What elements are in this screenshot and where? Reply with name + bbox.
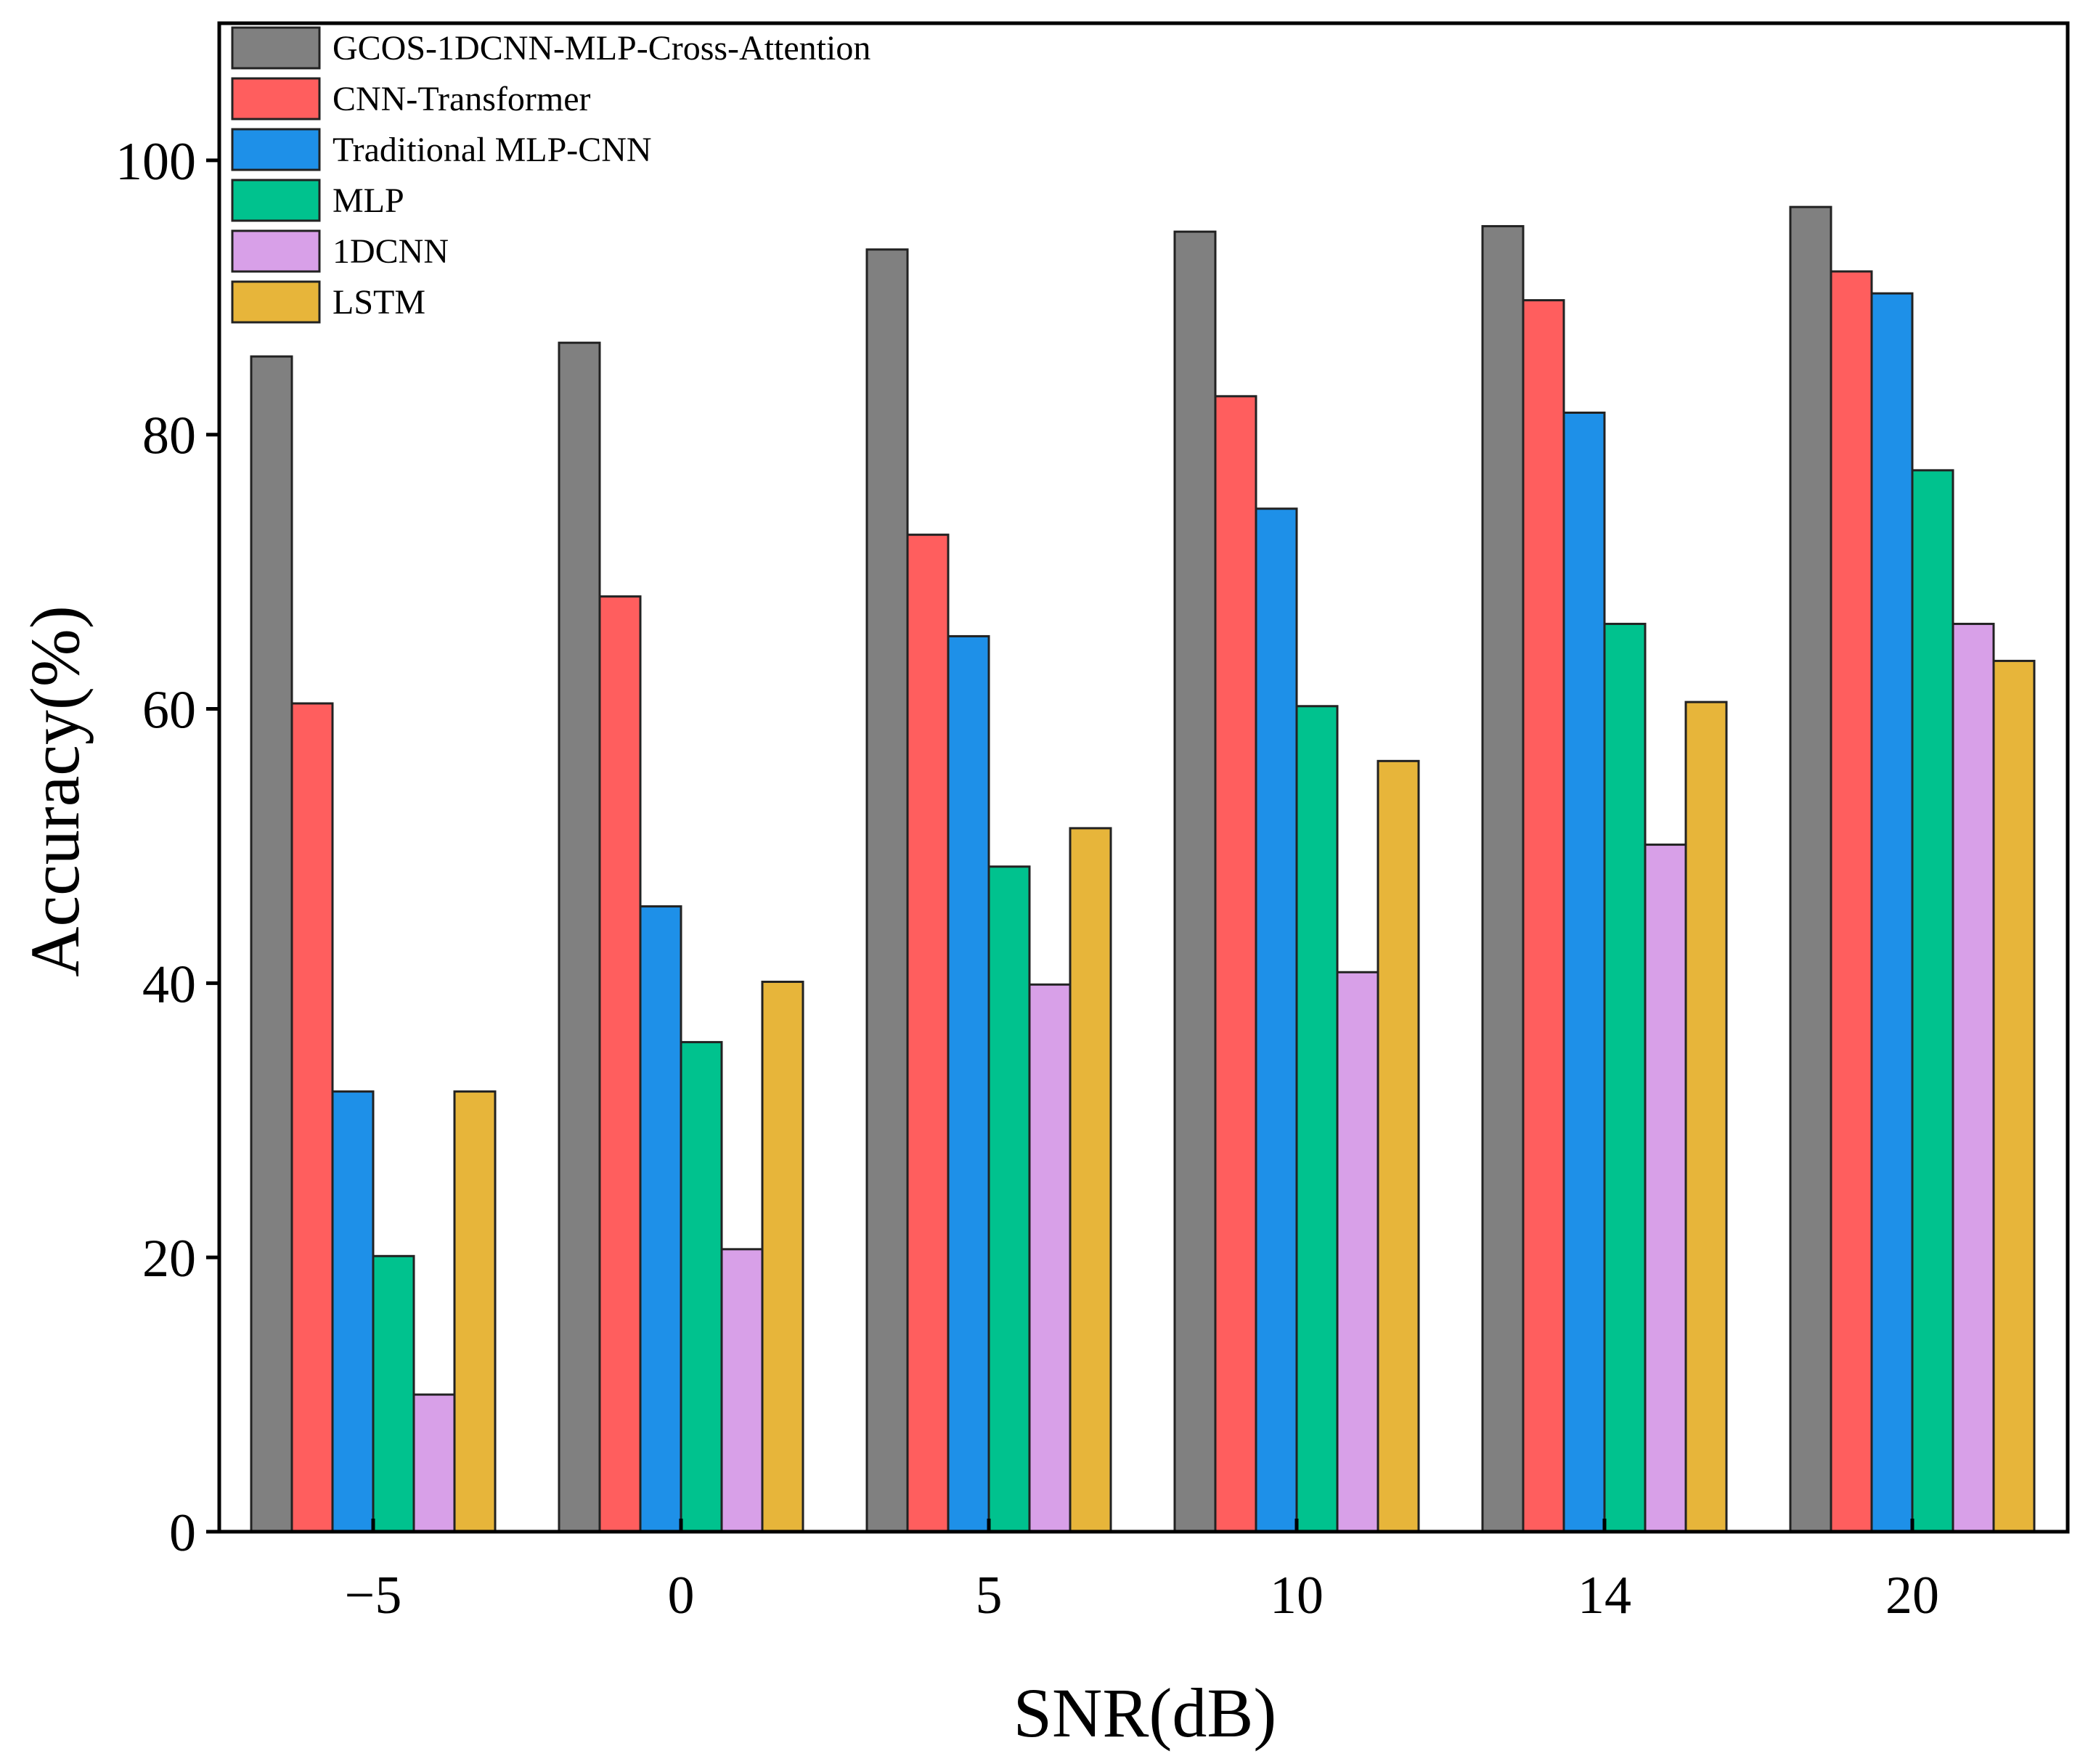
y-tick-label: 100 <box>115 132 196 192</box>
legend-swatch <box>231 179 321 222</box>
bar-lstm-5 <box>1992 659 2036 1533</box>
y-tick-label: 0 <box>169 1503 196 1563</box>
x-tick-label: 5 <box>976 1566 1003 1625</box>
bar-lstm-2 <box>1069 827 1112 1533</box>
bar-mlp-0 <box>372 1254 415 1533</box>
x-tick-label: −5 <box>345 1566 402 1625</box>
legend-label: Traditional MLP-CNN <box>333 131 652 169</box>
legend-swatch <box>231 128 321 171</box>
bar-cnn-transformer-3 <box>1214 395 1257 1533</box>
x-tick-label: 20 <box>1885 1566 1939 1625</box>
y-tick-label: 20 <box>142 1229 196 1289</box>
y-tick-label: 40 <box>142 955 196 1014</box>
bar-1dcnn-2 <box>1028 983 1072 1533</box>
legend-swatch <box>231 77 321 121</box>
legend-swatch <box>231 280 321 324</box>
bar-1dcnn-0 <box>412 1393 456 1533</box>
bar-gcos-1dcnn-mlp-cross-attention-3 <box>1173 230 1217 1533</box>
bar-mlp-5 <box>1911 469 1954 1533</box>
bar-cnn-transformer-0 <box>290 702 334 1533</box>
bar-mlp-2 <box>987 865 1031 1533</box>
bar-gcos-1dcnn-mlp-cross-attention-2 <box>865 248 909 1533</box>
legend-swatch <box>231 229 321 273</box>
bar-traditional-mlp-cnn-0 <box>331 1090 375 1533</box>
legend-swatch <box>231 26 321 70</box>
plot-frame <box>217 21 2070 1534</box>
bar-traditional-mlp-cnn-4 <box>1562 412 1606 1533</box>
legend-label: 1DCNN <box>333 232 449 271</box>
x-tick-label: 0 <box>668 1566 695 1625</box>
bar-gcos-1dcnn-mlp-cross-attention-5 <box>1789 205 1832 1533</box>
bar-lstm-1 <box>761 980 804 1533</box>
bar-mlp-4 <box>1603 622 1647 1533</box>
legend-label: MLP <box>333 181 404 220</box>
bar-1dcnn-1 <box>720 1248 764 1533</box>
bar-mlp-3 <box>1295 705 1339 1533</box>
y-axis-title: Accuracy(%) <box>16 605 94 977</box>
x-tick-label: 10 <box>1270 1566 1324 1625</box>
y-tick-label: 60 <box>142 681 196 740</box>
bar-traditional-mlp-cnn-3 <box>1255 507 1298 1533</box>
legend-label: GCOS-1DCNN-MLP-Cross-Attention <box>333 29 870 68</box>
bar-cnn-transformer-2 <box>906 534 950 1533</box>
bar-cnn-transformer-5 <box>1830 270 1873 1533</box>
bar-traditional-mlp-cnn-5 <box>1870 292 1914 1533</box>
x-tick-label: 14 <box>1578 1566 1631 1625</box>
x-axis-title: SNR(dB) <box>1014 1674 1277 1752</box>
axes: 0 20 40 60 80 100 −5 0 5 10 14 20 <box>115 21 2070 1625</box>
bars <box>250 205 2036 1533</box>
bar-1dcnn-5 <box>1952 622 1995 1533</box>
bar-cnn-transformer-4 <box>1522 299 1565 1533</box>
bar-lstm-3 <box>1377 759 1420 1533</box>
bar-1dcnn-3 <box>1336 971 1379 1533</box>
bar-traditional-mlp-cnn-1 <box>639 905 682 1533</box>
bar-mlp-1 <box>680 1041 723 1533</box>
bar-gcos-1dcnn-mlp-cross-attention-0 <box>250 355 293 1533</box>
bar-1dcnn-4 <box>1644 844 1687 1533</box>
bar-cnn-transformer-1 <box>598 595 642 1533</box>
legend: GCOS-1DCNN-MLP-Cross-Attention CNN-Transf… <box>231 26 870 324</box>
bar-lstm-4 <box>1684 701 1728 1533</box>
bar-traditional-mlp-cnn-2 <box>947 634 990 1533</box>
bar-gcos-1dcnn-mlp-cross-attention-4 <box>1481 225 1525 1533</box>
y-tick-label: 80 <box>142 407 196 466</box>
bar-gcos-1dcnn-mlp-cross-attention-1 <box>558 341 601 1533</box>
legend-label: CNN-Transformer <box>333 80 591 118</box>
legend-label: LSTM <box>333 283 425 322</box>
bar-lstm-0 <box>453 1090 497 1533</box>
